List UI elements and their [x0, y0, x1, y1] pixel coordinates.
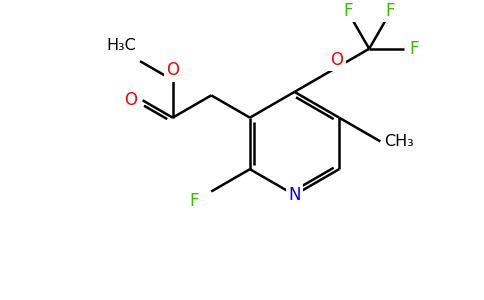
- Text: H₃C: H₃C: [106, 38, 136, 53]
- Text: F: F: [409, 40, 419, 58]
- Text: F: F: [343, 2, 353, 20]
- Text: N: N: [288, 186, 301, 204]
- Text: O: O: [124, 91, 137, 109]
- Text: F: F: [386, 2, 395, 20]
- Text: F: F: [189, 192, 199, 210]
- Text: O: O: [166, 61, 179, 79]
- Text: O: O: [331, 51, 344, 69]
- Text: CH₃: CH₃: [384, 134, 414, 149]
